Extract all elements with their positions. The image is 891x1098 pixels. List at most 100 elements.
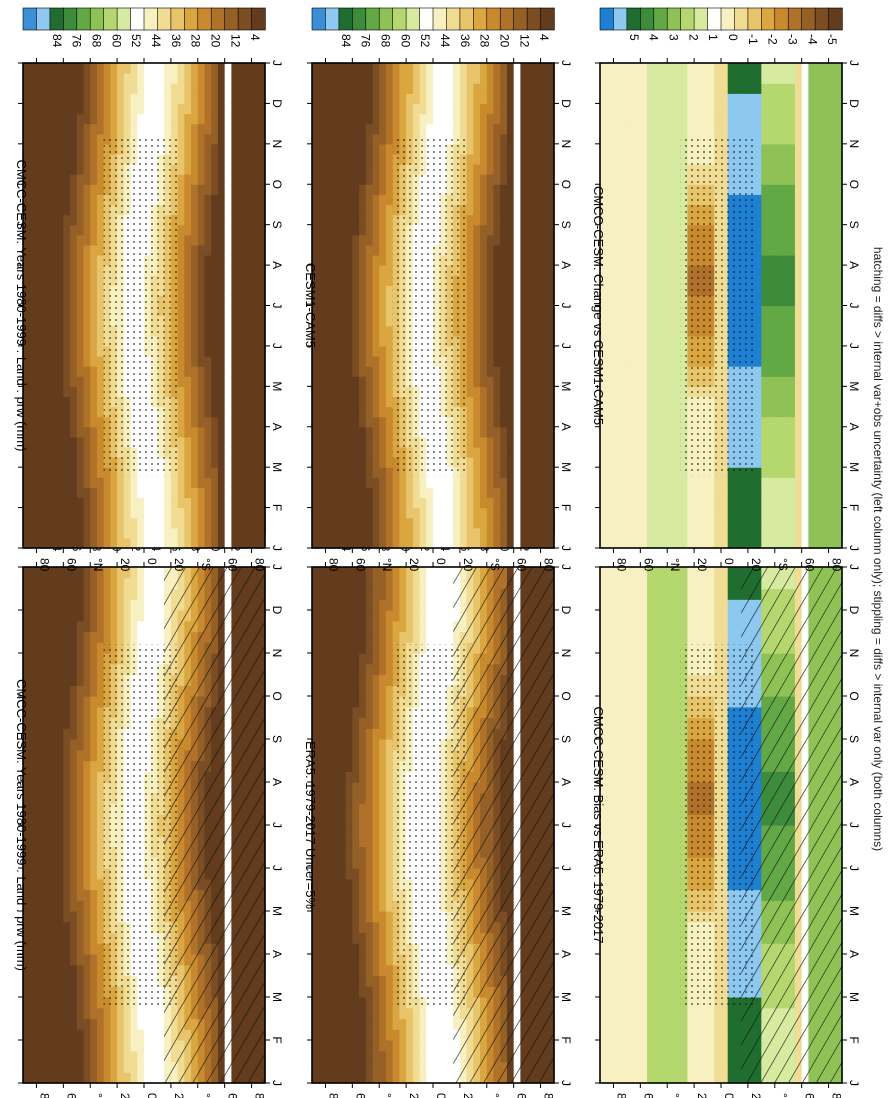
heatmap-cell [23, 497, 31, 509]
heatmap-cell [76, 83, 85, 94]
heatmap-cell [83, 986, 91, 998]
heatmap-cell [56, 964, 64, 977]
heatmap-cell [130, 497, 138, 509]
heatmap-cell [83, 674, 91, 686]
heatmap-cell [231, 416, 239, 428]
heatmap-cell [251, 315, 259, 327]
heatmap-cell [217, 93, 226, 105]
heatmap-cell [399, 1040, 407, 1052]
heatmap-cell [90, 305, 98, 317]
heatmap-cell [372, 997, 380, 1009]
heatmap-cell [238, 174, 246, 185]
colorbar-swatch [224, 7, 239, 31]
heatmap-cell [191, 83, 199, 94]
heatmap-cell [90, 749, 98, 762]
heatmap-cell [338, 1040, 347, 1052]
heatmap-cell [359, 868, 367, 880]
heatmap-cell [406, 610, 414, 622]
heatmap-cell [258, 467, 266, 478]
heatmap-cell [49, 782, 58, 794]
heatmap-cell [392, 631, 400, 643]
heatmap-cell [83, 285, 91, 296]
heatmap-cell [359, 1072, 367, 1084]
heatmap-cell [359, 749, 367, 762]
heatmap-cell [426, 577, 434, 590]
colorbar-swatch [76, 7, 91, 31]
heatmap-cell [36, 305, 44, 317]
heatmap-cell [144, 1018, 152, 1030]
heatmap-cell [352, 1050, 360, 1063]
heatmap-cell [36, 285, 44, 296]
heatmap-cell [63, 717, 71, 729]
heatmap-cell [36, 416, 44, 428]
heatmap-cell [130, 631, 138, 643]
month-tick-label: J [270, 60, 284, 66]
heatmap-cell [439, 1050, 448, 1063]
month-tick-label: F [270, 504, 284, 511]
heatmap-cell [49, 1061, 58, 1073]
heatmap-cell [338, 921, 347, 934]
heatmap-cell [110, 527, 118, 539]
heatmap-cell [110, 631, 118, 643]
heatmap-cell [244, 345, 253, 357]
heatmap-cell [83, 153, 91, 165]
heatmap-cell [90, 1040, 98, 1052]
heatmap-cell [23, 868, 31, 880]
heatmap-cell [399, 577, 407, 590]
heatmap-cell [36, 436, 44, 448]
heatmap-cell [211, 315, 219, 327]
heatmap-cell [446, 631, 454, 643]
heatmap-cell [49, 143, 58, 155]
heatmap-cell [191, 497, 199, 509]
heatmap-cell [345, 642, 353, 654]
heatmap-cell [63, 83, 71, 94]
heatmap-cell [130, 487, 138, 499]
heatmap-cell [157, 620, 165, 633]
heatmap-cell [130, 1007, 138, 1020]
heatmap-cell [359, 1040, 367, 1052]
heatmap-cell [36, 706, 44, 719]
heatmap-cell [325, 653, 333, 665]
heatmap-cell [144, 507, 152, 519]
heatmap-cell [325, 588, 333, 600]
heatmap-cell [90, 717, 98, 729]
heatmap-cell [251, 133, 259, 145]
heatmap-cell [103, 1040, 111, 1052]
heatmap-cell [96, 487, 105, 499]
heatmap-cell [144, 1050, 152, 1063]
heatmap-cell [43, 426, 51, 438]
heatmap-cell [372, 825, 380, 837]
heatmap-cell [29, 113, 38, 125]
heatmap-cell [338, 599, 347, 611]
heatmap-cell [359, 567, 367, 579]
heatmap-cell [63, 426, 71, 438]
heatmap-cell [177, 234, 185, 246]
heatmap-cell [177, 83, 185, 94]
heatmap-cell [312, 1061, 320, 1073]
heatmap-cell [332, 900, 340, 912]
heatmap-cell [150, 93, 159, 105]
heatmap-cell [224, 457, 232, 468]
heatmap-cell [251, 123, 259, 135]
heatmap-cell [63, 174, 71, 185]
heatmap-cell [96, 457, 105, 468]
heatmap-cell [191, 123, 199, 135]
heatmap-cell [23, 143, 31, 155]
heatmap-cell [325, 728, 333, 740]
heatmap-cell [90, 376, 98, 387]
heatmap-cell [251, 63, 259, 74]
heatmap-cell [83, 406, 91, 418]
month-tick-label: S [270, 221, 284, 229]
heatmap-cell [49, 204, 58, 216]
heatmap-cell [332, 620, 340, 633]
heatmap-cell [332, 911, 340, 923]
heatmap-cell [63, 943, 71, 955]
heatmap-cell [137, 517, 145, 529]
heatmap-cell [157, 113, 165, 125]
heatmap-cell [90, 224, 98, 236]
heatmap-cell [70, 254, 78, 266]
heatmap-cell [23, 749, 31, 762]
heatmap-cell [352, 921, 360, 934]
heatmap-cell [90, 164, 98, 175]
heatmap-cell [36, 345, 44, 357]
